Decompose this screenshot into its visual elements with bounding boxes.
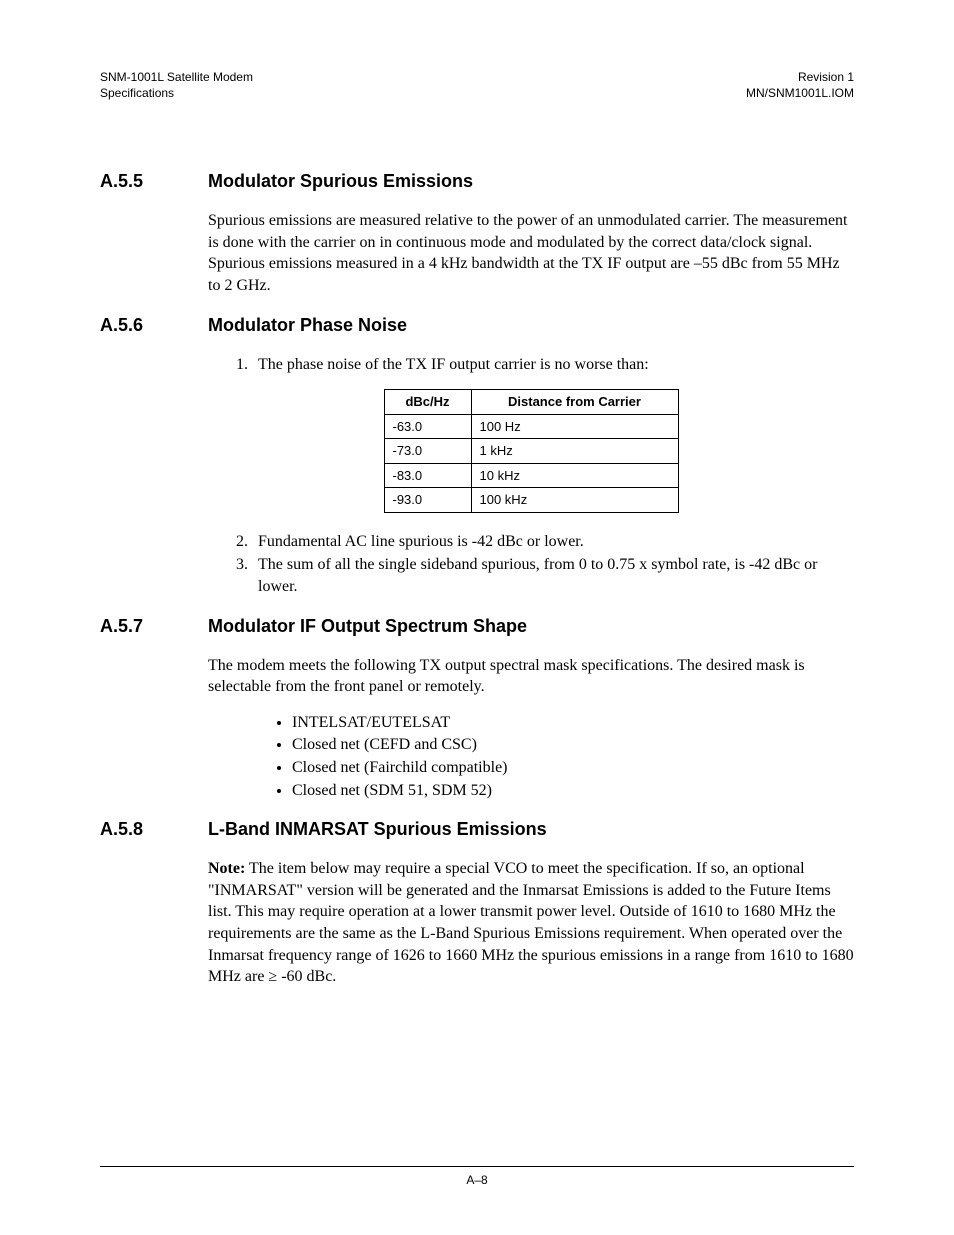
header-docid: MN/SNM1001L.IOM <box>746 86 854 102</box>
note-label: Note: <box>208 860 245 877</box>
note-body: The item below may require a special VCO… <box>208 860 854 985</box>
table-cell: -63.0 <box>384 414 471 439</box>
page-number: A–8 <box>466 1173 487 1187</box>
paragraph: Note: The item below may require a speci… <box>208 858 854 988</box>
paragraph: The modem meets the following TX output … <box>208 655 854 698</box>
ordered-list: Fundamental AC line spurious is -42 dBc … <box>208 531 854 598</box>
table-header-cell: dBc/Hz <box>384 390 471 415</box>
table-cell: 100 kHz <box>471 488 678 513</box>
list-item: The phase noise of the TX IF output carr… <box>252 354 854 376</box>
body-a55: Spurious emissions are measured relative… <box>208 210 854 296</box>
list-item: Closed net (CEFD and CSC) <box>292 734 854 756</box>
table-cell: -73.0 <box>384 439 471 464</box>
header-right: Revision 1 MN/SNM1001L.IOM <box>746 70 854 101</box>
heading-a55: A.5.5 Modulator Spurious Emissions <box>100 171 854 192</box>
bullet-list: INTELSAT/EUTELSAT Closed net (CEFD and C… <box>208 712 854 801</box>
heading-title: Modulator Spurious Emissions <box>208 171 854 192</box>
list-item: Fundamental AC line spurious is -42 dBc … <box>252 531 854 553</box>
header-revision: Revision 1 <box>746 70 854 86</box>
page-footer: A–8 <box>100 1166 854 1187</box>
header-product: SNM-1001L Satellite Modem <box>100 70 253 86</box>
table-cell: 10 kHz <box>471 463 678 488</box>
heading-num: A.5.7 <box>100 616 208 637</box>
table-row: -83.0 10 kHz <box>384 463 678 488</box>
list-item: The sum of all the single sideband spuri… <box>252 554 854 597</box>
list-item: INTELSAT/EUTELSAT <box>292 712 854 734</box>
body-a58: Note: The item below may require a speci… <box>208 858 854 988</box>
table-cell: -83.0 <box>384 463 471 488</box>
header-subsection: Specifications <box>100 86 253 102</box>
body-a57: The modem meets the following TX output … <box>208 655 854 802</box>
heading-a58: A.5.8 L-Band INMARSAT Spurious Emissions <box>100 819 854 840</box>
heading-num: A.5.6 <box>100 315 208 336</box>
header-left: SNM-1001L Satellite Modem Specifications <box>100 70 253 101</box>
table-header-cell: Distance from Carrier <box>471 390 678 415</box>
ordered-list: The phase noise of the TX IF output carr… <box>208 354 854 376</box>
heading-num: A.5.5 <box>100 171 208 192</box>
heading-a56: A.5.6 Modulator Phase Noise <box>100 315 854 336</box>
table-row: -93.0 100 kHz <box>384 488 678 513</box>
heading-title: L-Band INMARSAT Spurious Emissions <box>208 819 854 840</box>
heading-title: Modulator Phase Noise <box>208 315 854 336</box>
phase-noise-table-wrap: dBc/Hz Distance from Carrier -63.0 100 H… <box>208 389 854 513</box>
heading-num: A.5.8 <box>100 819 208 840</box>
body-a56: The phase noise of the TX IF output carr… <box>208 354 854 598</box>
phase-noise-table: dBc/Hz Distance from Carrier -63.0 100 H… <box>384 389 679 513</box>
table-cell: -93.0 <box>384 488 471 513</box>
table-header-row: dBc/Hz Distance from Carrier <box>384 390 678 415</box>
list-item: Closed net (SDM 51, SDM 52) <box>292 780 854 802</box>
table-row: -63.0 100 Hz <box>384 414 678 439</box>
list-item: Closed net (Fairchild compatible) <box>292 757 854 779</box>
page-header: SNM-1001L Satellite Modem Specifications… <box>100 70 854 101</box>
heading-a57: A.5.7 Modulator IF Output Spectrum Shape <box>100 616 854 637</box>
heading-title: Modulator IF Output Spectrum Shape <box>208 616 854 637</box>
table-row: -73.0 1 kHz <box>384 439 678 464</box>
table-cell: 100 Hz <box>471 414 678 439</box>
paragraph: Spurious emissions are measured relative… <box>208 210 854 296</box>
page: SNM-1001L Satellite Modem Specifications… <box>0 0 954 1235</box>
table-cell: 1 kHz <box>471 439 678 464</box>
